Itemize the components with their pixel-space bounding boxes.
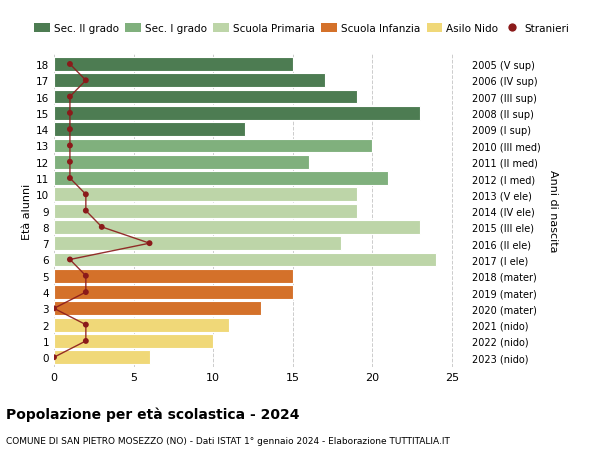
Point [81,337,91,345]
Point [81,289,91,296]
Point [81,273,91,280]
Bar [54,74,325,88]
Bar [54,351,149,364]
Bar [54,106,420,121]
Bar [54,318,229,332]
Bar [54,156,309,169]
Bar [54,220,420,234]
Bar [54,204,356,218]
Point [65,61,75,68]
Point [81,78,91,85]
Point [97,224,107,231]
Bar [54,188,356,202]
Point [65,126,75,134]
Bar [54,172,388,185]
Point [65,110,75,117]
Point [49,354,59,361]
Bar [54,237,341,251]
Bar [54,123,245,137]
Bar [54,269,293,283]
Point [81,321,91,329]
Point [65,175,75,182]
Point [81,191,91,199]
Point [81,207,91,215]
Y-axis label: Anni di nascita: Anni di nascita [548,170,557,252]
Bar [54,285,293,299]
Point [49,305,59,312]
Y-axis label: Età alunni: Età alunni [22,183,32,239]
Bar [54,302,261,316]
Bar [54,334,213,348]
Bar [54,139,373,153]
Text: COMUNE DI SAN PIETRO MOSEZZO (NO) - Dati ISTAT 1° gennaio 2024 - Elaborazione TU: COMUNE DI SAN PIETRO MOSEZZO (NO) - Dati… [6,436,450,445]
Bar [54,253,436,267]
Legend: Sec. II grado, Sec. I grado, Scuola Primaria, Scuola Infanzia, Asilo Nido, Stran: Sec. II grado, Sec. I grado, Scuola Prim… [30,20,574,38]
Point [65,94,75,101]
Point [65,142,75,150]
Point [65,256,75,263]
Point [145,240,154,247]
Bar [54,58,293,72]
Text: Popolazione per età scolastica - 2024: Popolazione per età scolastica - 2024 [6,406,299,421]
Bar [54,90,356,104]
Point [65,159,75,166]
